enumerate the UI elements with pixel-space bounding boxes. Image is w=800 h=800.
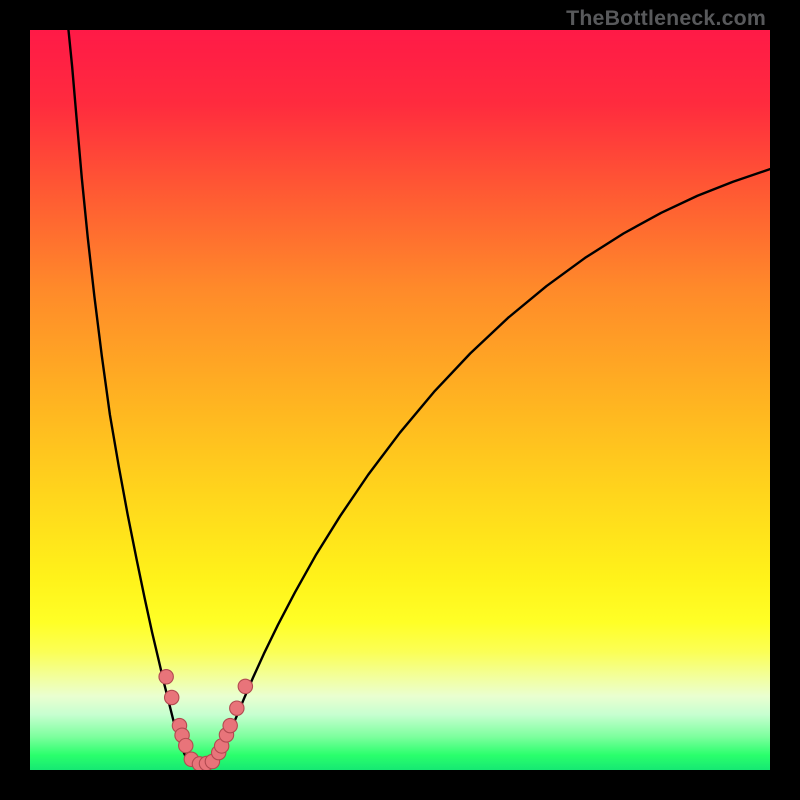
curve-left_branch xyxy=(68,30,190,762)
curve-right_branch xyxy=(213,169,770,762)
chart-frame: TheBottleneck.com xyxy=(0,0,800,800)
curve-layer xyxy=(30,30,770,770)
marker-point-1 xyxy=(165,690,179,704)
marker-point-12 xyxy=(223,718,237,732)
marker-point-4 xyxy=(179,738,193,752)
marker-point-0 xyxy=(159,670,173,684)
watermark-text: TheBottleneck.com xyxy=(566,6,766,31)
marker-point-13 xyxy=(230,701,244,715)
marker-point-14 xyxy=(238,679,252,693)
plot-area xyxy=(30,30,770,770)
